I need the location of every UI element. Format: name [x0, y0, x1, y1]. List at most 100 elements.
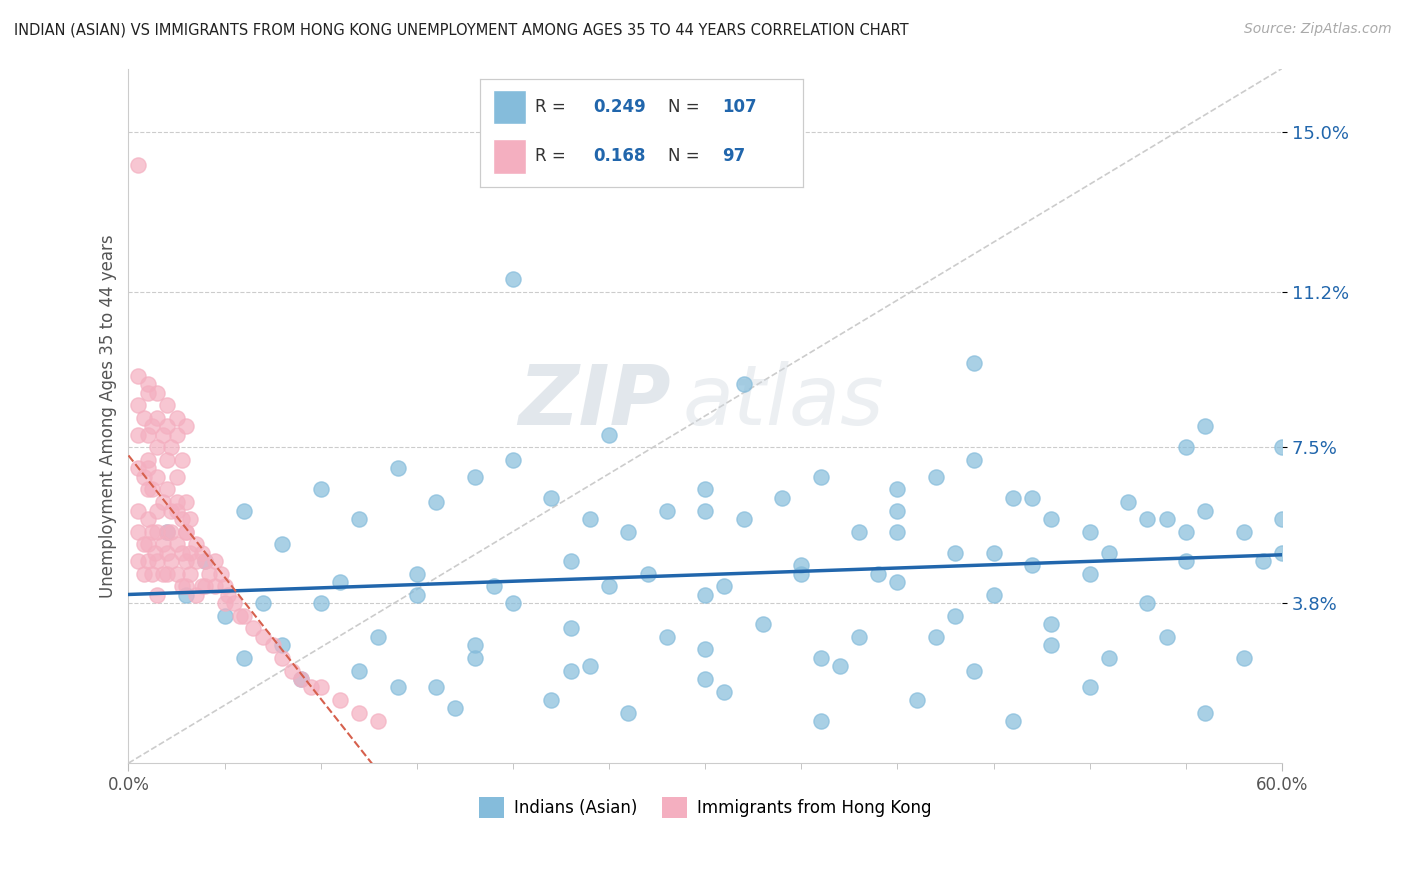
Point	[1194, 503, 1216, 517]
Point	[172, 453, 194, 467]
Point	[132, 566, 155, 581]
Point	[560, 664, 582, 678]
Point	[1174, 441, 1197, 455]
Point	[598, 579, 620, 593]
Point	[209, 566, 232, 581]
Point	[1271, 441, 1294, 455]
Point	[159, 441, 181, 455]
Legend: Indians (Asian), Immigrants from Hong Kong: Indians (Asian), Immigrants from Hong Ko…	[472, 790, 938, 824]
Point	[579, 512, 602, 526]
Point	[560, 554, 582, 568]
Point	[159, 503, 181, 517]
Point	[299, 681, 322, 695]
Point	[136, 554, 159, 568]
Point	[252, 630, 274, 644]
Point	[172, 579, 194, 593]
Point	[146, 385, 169, 400]
Point	[943, 608, 966, 623]
Point	[132, 470, 155, 484]
Point	[482, 579, 505, 593]
Point	[925, 630, 948, 644]
Point	[329, 693, 352, 707]
Point	[695, 672, 717, 686]
Point	[943, 546, 966, 560]
Point	[159, 524, 181, 539]
Point	[271, 651, 294, 665]
Point	[463, 470, 485, 484]
Point	[204, 579, 226, 593]
Point	[156, 453, 179, 467]
Point	[174, 588, 197, 602]
Point	[156, 524, 179, 539]
Point	[152, 495, 174, 509]
Point	[127, 398, 149, 412]
Point	[502, 596, 524, 610]
Point	[204, 554, 226, 568]
Point	[127, 427, 149, 442]
Point	[232, 503, 254, 517]
Point	[152, 537, 174, 551]
Point	[713, 579, 735, 593]
Point	[790, 558, 813, 573]
Point	[733, 512, 755, 526]
Point	[172, 512, 194, 526]
Point	[695, 483, 717, 497]
Point	[983, 588, 1005, 602]
Point	[810, 714, 832, 728]
Point	[136, 483, 159, 497]
Point	[637, 566, 659, 581]
Point	[1136, 512, 1159, 526]
Point	[1136, 596, 1159, 610]
Point	[146, 441, 169, 455]
Point	[405, 566, 427, 581]
Point	[1098, 546, 1121, 560]
Point	[136, 537, 159, 551]
Point	[262, 638, 284, 652]
Point	[1078, 524, 1101, 539]
Point	[252, 596, 274, 610]
Point	[309, 596, 332, 610]
Point	[752, 617, 775, 632]
Point	[136, 461, 159, 475]
Point	[1156, 512, 1178, 526]
Point	[810, 651, 832, 665]
Point	[136, 385, 159, 400]
Point	[156, 398, 179, 412]
Point	[1174, 524, 1197, 539]
Point	[290, 672, 312, 686]
Point	[136, 427, 159, 442]
Point	[540, 693, 562, 707]
Point	[598, 427, 620, 442]
Point	[886, 483, 908, 497]
Point	[146, 411, 169, 425]
Point	[463, 638, 485, 652]
Point	[560, 622, 582, 636]
Point	[232, 651, 254, 665]
Y-axis label: Unemployment Among Ages 35 to 44 years: Unemployment Among Ages 35 to 44 years	[100, 234, 117, 598]
Point	[1174, 554, 1197, 568]
Point	[1271, 546, 1294, 560]
Point	[790, 566, 813, 581]
Point	[502, 453, 524, 467]
Point	[214, 608, 236, 623]
Point	[1040, 638, 1063, 652]
Point	[387, 461, 409, 475]
Point	[271, 537, 294, 551]
Point	[174, 524, 197, 539]
Point	[329, 575, 352, 590]
Point	[166, 503, 188, 517]
Point	[174, 495, 197, 509]
Point	[347, 664, 370, 678]
Point	[132, 411, 155, 425]
Point	[141, 566, 163, 581]
Point	[1194, 419, 1216, 434]
Point	[770, 491, 793, 505]
Point	[963, 453, 986, 467]
Point	[132, 537, 155, 551]
Point	[179, 512, 201, 526]
Point	[146, 588, 169, 602]
Point	[1116, 495, 1139, 509]
Point	[963, 356, 986, 370]
Point	[127, 503, 149, 517]
Point	[127, 461, 149, 475]
